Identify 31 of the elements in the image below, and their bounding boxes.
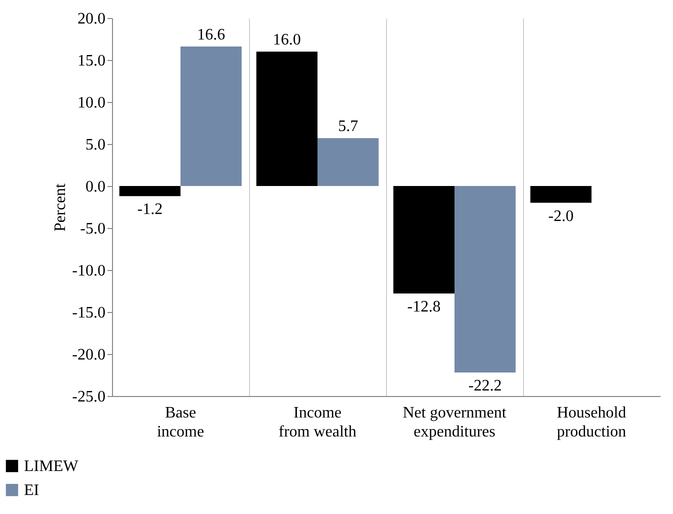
bar bbox=[318, 138, 379, 186]
data-label: 16.0 bbox=[272, 32, 301, 49]
x-tick-label: Base income bbox=[156, 404, 204, 440]
bar bbox=[119, 186, 180, 196]
y-tick-label: 20.0 bbox=[78, 10, 106, 28]
data-label: -2.0 bbox=[548, 208, 574, 225]
y-tick-label: -20.0 bbox=[72, 346, 106, 364]
bar bbox=[393, 186, 454, 294]
data-label: -12.8 bbox=[407, 298, 441, 316]
x-tick-label: Net government expenditures bbox=[402, 404, 507, 440]
bar bbox=[256, 52, 318, 186]
y-tick-label: 15.0 bbox=[78, 52, 106, 70]
data-label: -1.2 bbox=[137, 201, 163, 218]
y-tick-label: -15.0 bbox=[72, 304, 106, 322]
y-tick-label: -5.0 bbox=[80, 220, 106, 238]
legend-label: LIMEW bbox=[24, 458, 80, 475]
x-tick-label: Household production bbox=[556, 404, 626, 440]
bar bbox=[530, 186, 592, 203]
data-label: 5.7 bbox=[338, 118, 358, 136]
bar bbox=[454, 186, 516, 372]
y-tick-label: 10.0 bbox=[78, 94, 106, 112]
y-tick-label: -25.0 bbox=[72, 388, 106, 406]
y-tick-label: 0.0 bbox=[86, 178, 106, 196]
data-label: -22.2 bbox=[468, 377, 502, 394]
y-tick-label: 5.0 bbox=[86, 136, 106, 154]
y-tick-label: -10.0 bbox=[72, 262, 106, 280]
x-tick-label: Income from wealth bbox=[278, 404, 356, 440]
y-axis-title: Percent bbox=[52, 182, 70, 232]
bar bbox=[180, 46, 242, 186]
data-label: 16.6 bbox=[197, 26, 226, 44]
legend-label: EI bbox=[24, 482, 40, 499]
